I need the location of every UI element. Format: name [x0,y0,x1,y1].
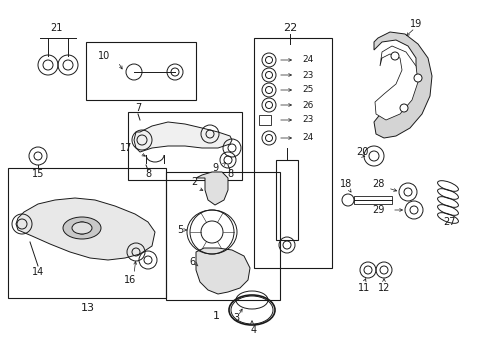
Polygon shape [16,198,155,260]
Text: 27: 27 [443,217,455,227]
Text: 4: 4 [250,325,257,335]
Circle shape [413,74,421,82]
Bar [253,38,331,268]
Text: 13: 13 [81,303,95,313]
Polygon shape [373,32,431,138]
Bar [353,196,391,204]
Text: 17: 17 [120,143,132,153]
Text: 12: 12 [377,283,389,293]
Text: 24: 24 [302,55,313,64]
Text: 7: 7 [135,103,141,113]
Text: 9: 9 [211,163,218,173]
Text: 8: 8 [144,169,151,179]
Circle shape [76,222,88,234]
Text: 19: 19 [409,19,421,29]
Polygon shape [374,46,417,120]
Text: 1: 1 [212,311,219,321]
Text: 18: 18 [339,179,351,189]
Text: 24: 24 [302,134,313,143]
Text: 8: 8 [226,169,233,179]
Polygon shape [196,248,249,294]
Text: 3: 3 [232,313,239,323]
Text: 26: 26 [302,100,313,109]
Ellipse shape [72,222,92,234]
Text: 6: 6 [188,257,195,267]
Text: 2: 2 [190,177,197,187]
Text: 5: 5 [177,225,183,235]
Bar [275,160,297,240]
Text: 28: 28 [371,179,384,189]
Text: 23: 23 [302,116,313,125]
Text: 15: 15 [32,169,44,179]
Bar [8,168,165,298]
Text: 10: 10 [98,51,110,61]
Polygon shape [134,122,231,152]
Text: 11: 11 [357,283,369,293]
Bar [128,112,242,180]
Circle shape [399,104,407,112]
Text: 29: 29 [371,205,384,215]
Bar [86,42,196,100]
Text: 22: 22 [282,23,297,33]
Text: 14: 14 [32,267,44,277]
Polygon shape [196,172,227,205]
Bar [259,115,270,125]
Text: 21: 21 [50,23,62,33]
Text: 20: 20 [355,147,367,157]
Circle shape [390,52,398,60]
Text: 25: 25 [302,85,313,94]
Text: 23: 23 [302,71,313,80]
Ellipse shape [63,217,101,239]
Bar [165,172,280,300]
Text: 16: 16 [123,275,136,285]
